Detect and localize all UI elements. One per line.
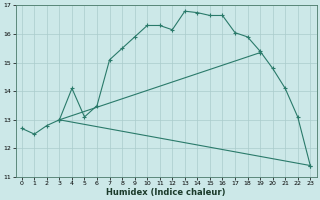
X-axis label: Humidex (Indice chaleur): Humidex (Indice chaleur) <box>106 188 226 197</box>
